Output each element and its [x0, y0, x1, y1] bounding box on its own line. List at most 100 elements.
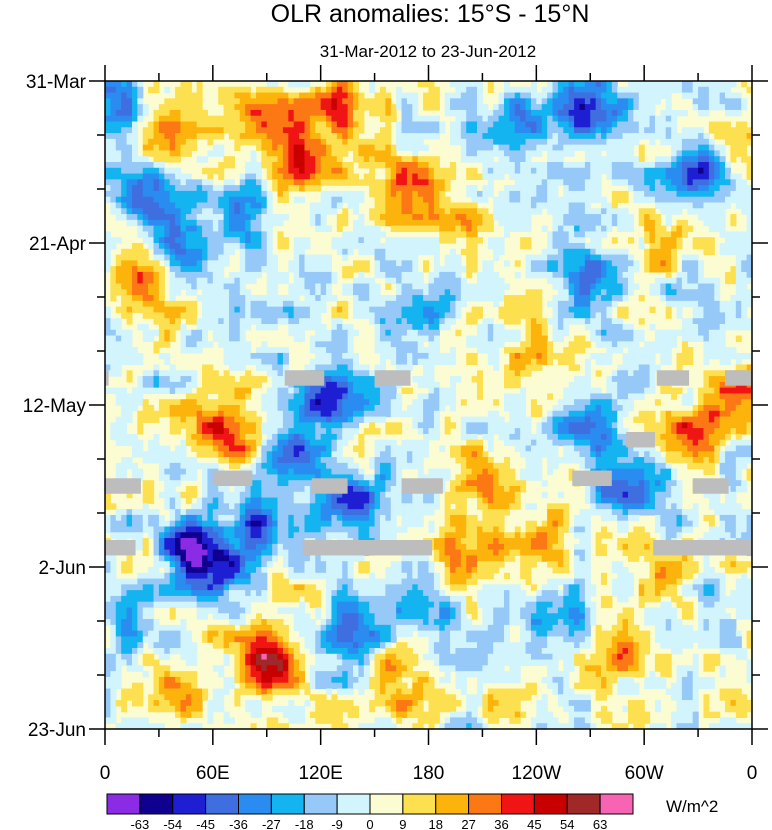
- anomaly-cell: [514, 300, 521, 308]
- anomaly-cell: [255, 98, 262, 105]
- anomaly-cell: [142, 133, 149, 140]
- anomaly-cell: [390, 144, 397, 152]
- anomaly-cell: [299, 393, 306, 400]
- anomaly-cell: [245, 347, 252, 354]
- anomaly-cell: [277, 243, 284, 250]
- anomaly-cell: [547, 254, 554, 261]
- anomaly-cell: [423, 133, 430, 140]
- anomaly-cell: [725, 162, 732, 169]
- anomaly-cell: [477, 370, 484, 377]
- anomaly-cell: [202, 214, 209, 221]
- anomaly-cell: [385, 208, 392, 215]
- anomaly-cell: [471, 81, 478, 88]
- anomaly-cell: [137, 300, 144, 308]
- anomaly-cell: [595, 266, 602, 273]
- anomaly-cell: [563, 190, 570, 198]
- anomaly-cell: [412, 121, 419, 128]
- anomaly-cell: [406, 121, 413, 128]
- anomaly-cell: [536, 127, 543, 134]
- anomaly-cell: [175, 109, 182, 117]
- anomaly-cell: [105, 138, 111, 146]
- anomaly-cell: [638, 387, 645, 395]
- anomaly-cell: [304, 156, 311, 163]
- anomaly-cell: [547, 167, 554, 175]
- anomaly-cell: [202, 370, 209, 377]
- anomaly-cell: [245, 173, 252, 180]
- anomaly-cell: [536, 295, 543, 302]
- anomaly-cell: [487, 266, 494, 273]
- anomaly-cell: [584, 190, 591, 198]
- anomaly-cell: [277, 109, 284, 117]
- anomaly-cell: [245, 179, 252, 186]
- anomaly-cell: [282, 300, 289, 308]
- anomaly-cell: [741, 138, 748, 146]
- anomaly-cell: [708, 277, 715, 285]
- anomaly-cell: [336, 202, 343, 209]
- anomaly-cell: [563, 179, 570, 186]
- anomaly-cell: [185, 248, 192, 256]
- anomaly-cell: [687, 277, 694, 285]
- anomaly-cell: [282, 312, 289, 319]
- anomaly-cell: [703, 162, 710, 169]
- anomaly-cell: [115, 127, 122, 134]
- anomaly-cell: [110, 138, 117, 146]
- anomaly-cell: [288, 266, 295, 273]
- anomaly-cell: [703, 179, 710, 186]
- anomaly-cell: [509, 98, 516, 105]
- anomaly-cell: [601, 266, 608, 273]
- anomaly-cell: [320, 190, 327, 198]
- anomaly-cell: [272, 260, 279, 267]
- anomaly-cell: [590, 243, 597, 250]
- anomaly-cell: [574, 208, 581, 215]
- anomaly-cell: [309, 144, 316, 152]
- anomaly-cell: [390, 306, 397, 314]
- anomaly-cell: [714, 324, 721, 331]
- anomaly-cell: [692, 243, 699, 250]
- anomaly-cell: [315, 393, 322, 400]
- anomaly-cell: [671, 260, 678, 267]
- anomaly-cell: [336, 324, 343, 331]
- anomaly-cell: [396, 138, 403, 146]
- anomaly-cell: [450, 98, 457, 105]
- anomaly-cell: [590, 248, 597, 256]
- anomaly-cell: [326, 370, 333, 377]
- anomaly-cell: [266, 115, 273, 123]
- anomaly-cell: [557, 214, 564, 221]
- anomaly-cell: [320, 150, 327, 157]
- anomaly-cell: [374, 202, 381, 209]
- anomaly-cell: [175, 86, 182, 94]
- anomaly-cell: [584, 81, 591, 88]
- anomaly-cell: [444, 202, 451, 209]
- anomaly-cell: [137, 98, 144, 105]
- anomaly-cell: [579, 86, 586, 94]
- anomaly-cell: [347, 237, 354, 244]
- anomaly-cell: [320, 121, 327, 128]
- anomaly-cell: [229, 92, 235, 99]
- anomaly-cell: [692, 312, 699, 319]
- anomaly-cell: [574, 248, 581, 256]
- anomaly-cell: [374, 312, 381, 319]
- anomaly-cell: [153, 208, 160, 215]
- anomaly-cell: [477, 376, 484, 383]
- anomaly-cell: [336, 109, 343, 117]
- anomaly-cell: [428, 387, 435, 395]
- anomaly-cell: [611, 214, 618, 221]
- anomaly-cell: [320, 104, 327, 111]
- anomaly-cell: [401, 196, 408, 204]
- anomaly-cell: [121, 277, 128, 285]
- anomaly-cell: [245, 138, 252, 146]
- anomaly-cell: [315, 115, 322, 123]
- anomaly-cell: [191, 208, 198, 215]
- anomaly-cell: [746, 352, 752, 360]
- anomaly-cell: [622, 133, 629, 140]
- anomaly-cell: [665, 162, 672, 169]
- anomaly-cell: [412, 115, 419, 123]
- anomaly-cell: [590, 300, 597, 308]
- anomaly-cell: [126, 196, 133, 204]
- anomaly-cell: [223, 121, 230, 128]
- anomaly-cell: [725, 248, 732, 256]
- anomaly-cell: [169, 109, 176, 117]
- anomaly-cell: [148, 295, 155, 302]
- anomaly-cell: [525, 214, 532, 221]
- anomaly-cell: [137, 167, 144, 175]
